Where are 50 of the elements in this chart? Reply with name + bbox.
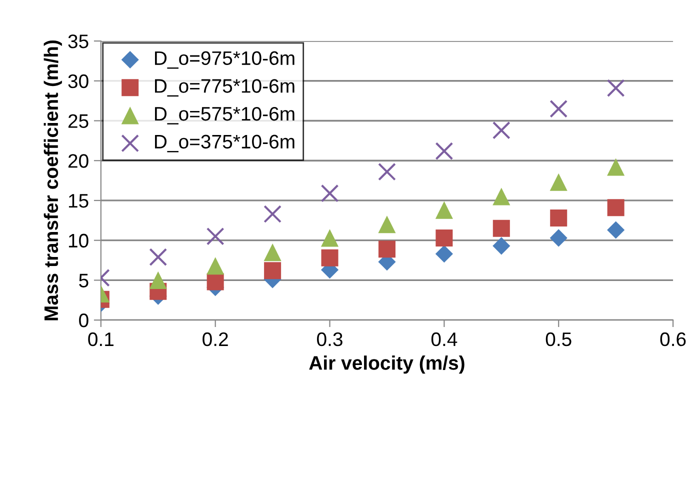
point [378, 240, 396, 258]
y-tick-label: 35 [68, 34, 88, 48]
point [264, 205, 282, 223]
x-axis-title: Air velocity (m/s) [309, 356, 464, 374]
legend-label: D_o=375*10-6m [155, 134, 294, 152]
point [206, 227, 224, 246]
point [492, 237, 510, 255]
point [607, 158, 625, 176]
point [550, 173, 568, 191]
x-tick-label: 0.2 [202, 332, 228, 346]
legend-label: D_o=975*10-6m [155, 51, 294, 69]
y-tick-label: 10 [68, 234, 88, 248]
point [264, 262, 282, 280]
point [435, 201, 453, 219]
y-tick-label: 5 [79, 274, 88, 288]
x-tick-label: 0.1 [88, 332, 114, 346]
point [436, 229, 453, 246]
point [550, 229, 568, 247]
point [149, 248, 168, 266]
point [550, 210, 568, 227]
x-tick-label: 0.3 [317, 332, 342, 346]
x-tick-label: 0.5 [546, 332, 572, 346]
point [206, 257, 224, 275]
point [378, 162, 396, 181]
legend-label: D_o=575*10-6m [155, 106, 294, 124]
point [607, 221, 625, 239]
y-tick-label: 25 [68, 114, 88, 128]
legend-label: D_o=775*10-6m [155, 79, 294, 97]
y-tick-label: 0 [79, 314, 88, 328]
point [492, 220, 510, 237]
y-tick-label: 30 [68, 74, 88, 88]
point [492, 188, 510, 206]
point [607, 199, 624, 216]
point [321, 249, 338, 266]
point [320, 229, 339, 247]
point [550, 100, 568, 118]
point [606, 79, 625, 98]
point [206, 273, 224, 290]
point [149, 271, 167, 289]
point [378, 216, 396, 234]
y-tick-label: 15 [68, 194, 88, 208]
x-tick-label: 0.4 [431, 332, 458, 346]
point [264, 244, 282, 262]
y-axis-title: Mass transfer coefficient (m/h) [44, 40, 62, 320]
point [435, 245, 453, 263]
point [435, 142, 454, 160]
x-tick-label: 0.6 [660, 332, 686, 346]
point [492, 121, 510, 140]
y-tick-label: 20 [68, 154, 88, 168]
point [320, 184, 339, 202]
